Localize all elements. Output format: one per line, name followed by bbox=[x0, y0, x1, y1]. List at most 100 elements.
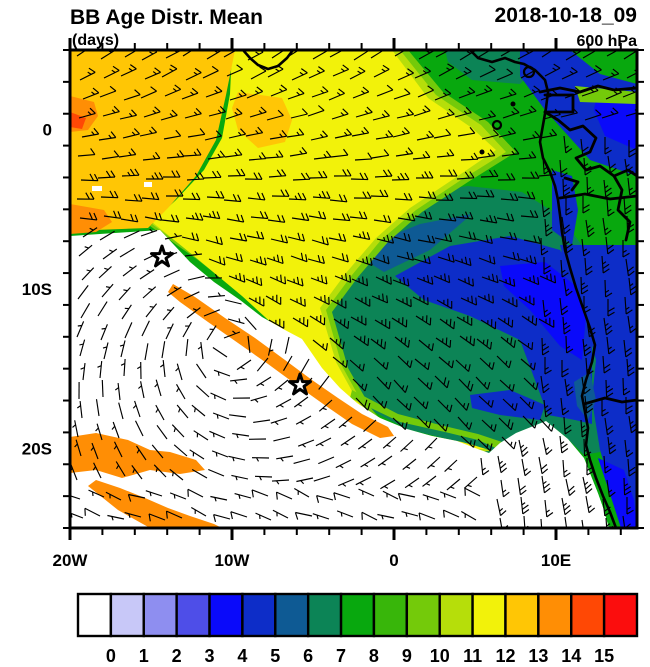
wind-barb bbox=[97, 170, 116, 179]
wind-barb bbox=[333, 169, 352, 177]
wind-barb bbox=[498, 417, 514, 431]
wind-barb bbox=[622, 240, 630, 258]
wind-barb bbox=[196, 385, 210, 398]
wind-barb bbox=[100, 324, 108, 341]
wind-barb bbox=[396, 251, 415, 261]
contour-region-yellow-region bbox=[152, 50, 496, 428]
wind-barb bbox=[332, 356, 348, 369]
wind-barb bbox=[105, 491, 122, 501]
wind-barb bbox=[626, 215, 635, 234]
wind-barb bbox=[77, 148, 96, 157]
wind-barb bbox=[292, 316, 309, 328]
contour-region-blue-land-north bbox=[520, 50, 637, 176]
wind-barb bbox=[437, 399, 453, 413]
wind-barb bbox=[565, 478, 576, 497]
wind-barb bbox=[78, 107, 96, 119]
wind-barb bbox=[206, 190, 225, 199]
wind-barb bbox=[185, 339, 189, 357]
colorbar-label: 14 bbox=[561, 646, 581, 666]
wind-barb bbox=[333, 492, 351, 501]
wind-barb bbox=[88, 489, 105, 498]
wind-barb bbox=[438, 213, 457, 222]
wind-barb bbox=[316, 495, 334, 503]
wind-barb bbox=[519, 396, 535, 410]
wind-barb bbox=[181, 232, 200, 242]
colorbar-cell bbox=[306, 592, 343, 638]
wind-barb bbox=[580, 419, 589, 438]
wind-barb bbox=[434, 88, 452, 101]
wind-barb bbox=[287, 88, 305, 100]
wind-barb bbox=[607, 299, 615, 317]
wind-barb bbox=[101, 150, 120, 160]
wind-barb bbox=[176, 404, 189, 419]
wind-barb bbox=[454, 256, 472, 267]
colorbar-cell bbox=[142, 592, 178, 638]
wind-barb bbox=[500, 479, 510, 498]
wind-barb bbox=[539, 418, 555, 432]
wind-barb bbox=[76, 192, 95, 200]
wind-barb bbox=[397, 212, 416, 222]
wind-barb bbox=[424, 437, 438, 451]
wind-barb bbox=[604, 137, 612, 155]
wind-barb bbox=[225, 108, 243, 120]
wind-barb bbox=[518, 295, 535, 306]
wind-barb bbox=[139, 269, 155, 280]
wind-barb bbox=[315, 437, 332, 447]
wind-barb bbox=[269, 130, 288, 140]
wind-barb bbox=[138, 381, 145, 399]
x-axis-label: 20W bbox=[53, 551, 89, 570]
wind-barb bbox=[227, 168, 246, 177]
wind-barb bbox=[175, 363, 183, 381]
wind-barb bbox=[370, 189, 389, 198]
wind-barb bbox=[354, 296, 371, 307]
wind-barb bbox=[80, 363, 86, 381]
wind-barb bbox=[118, 287, 131, 301]
coastline bbox=[241, 50, 295, 71]
wind-barb bbox=[139, 126, 158, 137]
wind-barb bbox=[517, 477, 527, 496]
wind-barb bbox=[234, 493, 252, 499]
wind-barb bbox=[586, 319, 596, 338]
wind-barb bbox=[99, 230, 115, 241]
wind-barb bbox=[271, 189, 290, 197]
wind-barb bbox=[338, 478, 355, 487]
wind-barb bbox=[248, 152, 267, 161]
wind-barb bbox=[373, 214, 392, 224]
wind-barb bbox=[439, 318, 456, 330]
wind-barb bbox=[355, 106, 373, 118]
wind-barb bbox=[376, 84, 394, 97]
wind-barb bbox=[559, 435, 569, 454]
wind-barb bbox=[438, 63, 455, 77]
wind-barb bbox=[626, 358, 635, 377]
wind-barb bbox=[458, 378, 474, 392]
wind-barb bbox=[329, 337, 345, 350]
wind-barb bbox=[334, 273, 352, 283]
wind-barb bbox=[232, 433, 250, 439]
wind-barb bbox=[132, 400, 141, 418]
wind-barb bbox=[72, 420, 79, 438]
wind-barb bbox=[562, 316, 571, 335]
wind-barb bbox=[585, 495, 596, 514]
wind-barb bbox=[313, 475, 331, 482]
colorbar-cell bbox=[570, 592, 606, 638]
wind-barb bbox=[523, 235, 542, 244]
pressure-level-label: 600 hPa bbox=[577, 33, 638, 50]
wind-barb bbox=[312, 513, 330, 520]
wind-barb bbox=[253, 419, 271, 423]
wind-barb bbox=[412, 295, 429, 306]
y-axis-label: 10S bbox=[22, 280, 52, 299]
wind-barb bbox=[80, 303, 91, 319]
wind-barb bbox=[414, 211, 433, 220]
wind-barb bbox=[584, 109, 602, 121]
wind-barb bbox=[438, 356, 454, 369]
wind-barb bbox=[334, 128, 353, 139]
wind-barb bbox=[312, 50, 328, 60]
wind-barb bbox=[373, 64, 390, 78]
wind-barb bbox=[542, 156, 551, 175]
wind-barb bbox=[479, 65, 496, 78]
wind-barb bbox=[90, 442, 99, 460]
wind-barb bbox=[586, 176, 595, 195]
wind-barb bbox=[355, 256, 373, 266]
